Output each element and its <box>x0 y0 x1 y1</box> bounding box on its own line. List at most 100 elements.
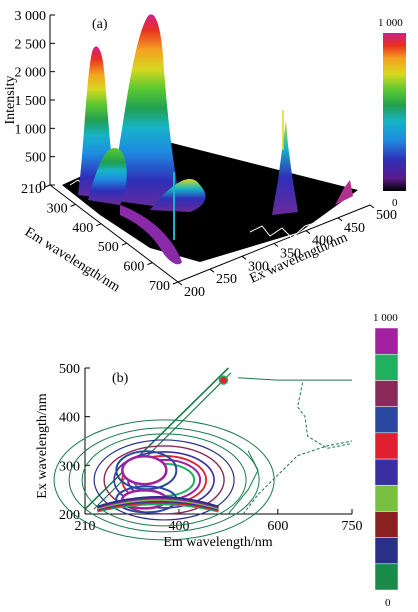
em-tick <box>44 184 51 188</box>
contour-band <box>97 503 219 513</box>
ex-tick-label: 450 <box>344 221 365 236</box>
contour-band <box>97 498 219 510</box>
colorbar-b-segment <box>374 537 399 565</box>
em-tick <box>96 223 102 227</box>
intensity-ticks: 3 000 2 500 2 000 1 500 1 000 500 0 <box>15 9 55 194</box>
ex-tick <box>177 281 183 286</box>
colorbar-b-max: 1 000 <box>373 312 398 324</box>
peak-shoulder <box>150 179 206 212</box>
panel-b-label: (b) <box>112 371 129 386</box>
intensity-axis-title: Intensity <box>3 76 18 125</box>
colorbar-a-max: 1 000 <box>378 17 403 29</box>
intensity-tick-label: 0 <box>39 179 46 194</box>
contour-plot-panel: 210 400 600 750 500 400 300 200 Em wavelength/… <box>35 312 399 609</box>
ridge-base <box>120 205 182 265</box>
colorbar-b <box>374 327 399 591</box>
contour-x-ticks: 210 400 600 750 <box>75 509 363 534</box>
scatter-diagonal <box>84 367 229 510</box>
em-ticks: 210 300 400 500 600 700 <box>21 182 179 294</box>
peak-inner <box>88 148 127 205</box>
colorbar-b-segment <box>374 353 399 381</box>
colorbar-a <box>383 33 406 191</box>
contour-band <box>97 497 219 509</box>
em-tick-label: 700 <box>149 279 170 294</box>
contour-y-tick-label: 400 <box>59 411 80 426</box>
contour-y-ticks: 500 400 300 200 <box>59 362 90 523</box>
colorbar-b-min: 0 <box>385 597 391 609</box>
contour-y-title: Ex wavelength/nm <box>35 393 50 498</box>
contour-band <box>97 500 219 511</box>
contour-hotspot-small <box>218 375 229 385</box>
intensity-tick-label: 1 000 <box>15 122 47 137</box>
ex-tick <box>337 217 343 222</box>
contour-band <box>97 495 219 508</box>
peak-edge <box>335 180 353 205</box>
intensity-tick-label: 1 500 <box>15 94 47 109</box>
contour-x-title: Em wavelength/nm <box>163 535 272 550</box>
contour-right-1 <box>297 382 353 449</box>
colorbar-b-segment <box>374 327 399 355</box>
contour-band <box>97 501 219 512</box>
colorbar-b-segment <box>374 380 399 407</box>
panel-a-label: (a) <box>92 17 108 32</box>
ex-tick-label: 350 <box>280 247 301 262</box>
em-tick <box>147 262 153 266</box>
contour-x-tick-label: 600 <box>267 519 288 534</box>
colorbar-b-segment <box>374 563 399 591</box>
colorbar-b-segment <box>374 406 399 434</box>
contour-ring <box>93 439 235 521</box>
contour-hotspot <box>121 454 168 486</box>
colorbar-b-segment <box>374 458 399 486</box>
intensity-tick-label: 3 000 <box>15 9 47 24</box>
contour-x-tick-label: 750 <box>342 519 363 534</box>
contour-ring <box>81 433 247 527</box>
em-tick-label: 400 <box>72 221 93 236</box>
ex-ticks: 200 250 300 350 400 450 500 <box>177 204 397 300</box>
em-tick-label: 600 <box>123 260 144 275</box>
colorbar-a-min: 0 <box>392 197 398 209</box>
surface-peaks <box>78 14 353 265</box>
floor-noise-right <box>249 209 346 239</box>
peak-main <box>110 14 182 211</box>
contour-ring <box>113 451 215 509</box>
contour-x-tick-label: 210 <box>75 519 96 534</box>
contour-right-3 <box>228 450 259 515</box>
ex-tick <box>241 255 247 260</box>
contour-ring <box>103 445 225 515</box>
ex-tick-label: 300 <box>248 259 269 274</box>
colorbar-b-segment <box>374 484 399 512</box>
intensity-tick-label: 2 500 <box>15 37 47 52</box>
ex-tick-label: 500 <box>376 208 397 223</box>
contour-ring <box>68 427 260 533</box>
contour-lines <box>53 367 353 541</box>
contour-plateau <box>238 377 352 381</box>
ex-tick-label: 250 <box>216 272 237 287</box>
ex-tick-label: 400 <box>312 234 333 249</box>
ex-tick <box>305 230 311 235</box>
em-tick-label: 500 <box>98 240 119 255</box>
em-tick <box>172 281 179 285</box>
ex-tick-label: 200 <box>184 285 205 300</box>
ex-tick <box>369 204 375 209</box>
contour-y-tick-label: 500 <box>59 362 80 377</box>
contour-ring <box>53 419 275 541</box>
colorbar-b-segment <box>374 511 399 538</box>
em-tick-label: 300 <box>47 201 68 216</box>
em-tick <box>121 242 127 246</box>
em-axis-line <box>49 184 179 283</box>
contour-x-tick-label: 400 <box>168 519 189 534</box>
intensity-tick-label: 2 000 <box>15 66 47 81</box>
em-tick-label: 210 <box>21 182 42 197</box>
contour-y-tick-label: 200 <box>59 508 80 523</box>
ex-tick <box>273 243 279 247</box>
contour-right-2 <box>242 440 353 515</box>
scatter-diagonal-2 <box>93 372 232 510</box>
em-tick <box>70 203 76 207</box>
contour-y-tick-label: 300 <box>59 459 80 474</box>
peak-right <box>272 120 298 215</box>
ex-tick <box>209 268 215 273</box>
colorbar-b-segment <box>374 432 399 460</box>
intensity-tick-label: 500 <box>25 151 46 166</box>
